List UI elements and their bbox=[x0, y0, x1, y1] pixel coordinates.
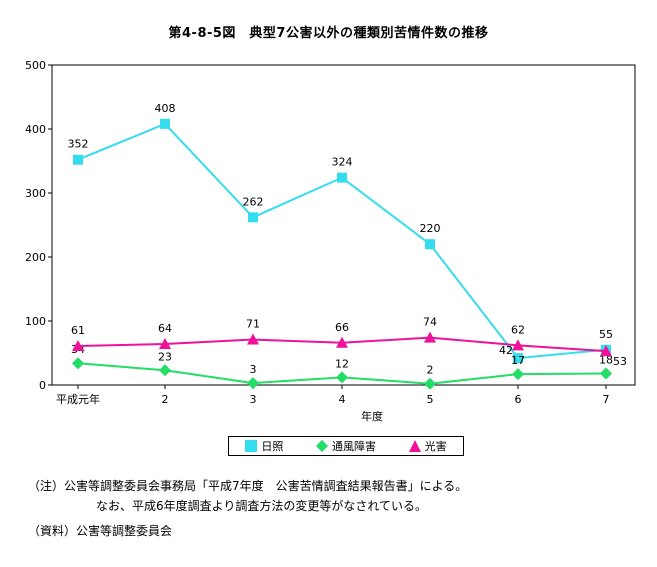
data-label-1-6: 18 bbox=[599, 353, 613, 366]
data-label-1-5: 17 bbox=[511, 354, 525, 367]
note-source: （注）公害等調整委員会事務局「平成7年度 公害苦情調査結果報告書」による。 bbox=[28, 479, 468, 493]
x-tick-label-0: 平成元年 bbox=[56, 392, 100, 406]
y-tick-label-4: 400 bbox=[25, 123, 46, 136]
x-tick-label-5: 6 bbox=[515, 393, 522, 406]
data-label-0-3: 324 bbox=[332, 156, 353, 169]
legend-marker-diamond bbox=[315, 440, 328, 452]
point-0-5 bbox=[513, 353, 523, 364]
y-tick-label-0: 0 bbox=[39, 379, 46, 392]
point-1-6 bbox=[600, 367, 612, 380]
y-tick-label-1: 100 bbox=[25, 315, 46, 328]
legend-item-0: 日照 bbox=[245, 438, 283, 454]
y-tick-label-3: 300 bbox=[25, 187, 46, 200]
data-label-2-4: 74 bbox=[423, 316, 437, 329]
note-method-change: なお、平成6年度調査より調査方法の変更等がなされている。 bbox=[96, 499, 428, 513]
data-label-2-1: 64 bbox=[158, 322, 172, 335]
data-label-0-2: 262 bbox=[243, 195, 264, 208]
legend: 日照 通風障害 光害 bbox=[228, 436, 464, 456]
data-label-1-4: 2 bbox=[427, 364, 434, 377]
legend-label-2: 光害 bbox=[424, 440, 447, 453]
data-label-1-3: 12 bbox=[335, 357, 349, 370]
x-tick-label-6: 7 bbox=[603, 393, 610, 406]
point-0-3 bbox=[337, 172, 347, 183]
data-label-2-2: 71 bbox=[246, 318, 260, 331]
point-1-1 bbox=[159, 364, 171, 377]
y-tick-label-5: 500 bbox=[25, 59, 46, 72]
data-label-1-1: 23 bbox=[158, 350, 172, 363]
data-label-0-0: 352 bbox=[68, 138, 89, 151]
point-1-0 bbox=[72, 357, 84, 370]
point-2-6 bbox=[600, 345, 612, 357]
data-label-2-0: 61 bbox=[71, 324, 85, 337]
point-1-5 bbox=[512, 368, 524, 381]
note-data-source: （資料）公害等調整委員会 bbox=[28, 524, 173, 538]
legend-label-1: 通風障害 bbox=[331, 440, 376, 453]
x-tick-label-2: 3 bbox=[250, 393, 257, 406]
point-2-3 bbox=[336, 336, 348, 348]
point-2-4 bbox=[424, 331, 436, 343]
x-axis-title: 年度 bbox=[361, 409, 383, 423]
point-0-0 bbox=[73, 154, 83, 165]
data-label-2-6: 53 bbox=[613, 355, 627, 368]
legend-marker-triangle bbox=[408, 440, 421, 452]
y-tick-label-2: 200 bbox=[25, 251, 46, 264]
data-label-0-6: 55 bbox=[599, 328, 613, 341]
data-label-0-1: 408 bbox=[155, 102, 176, 115]
x-tick-label-1: 2 bbox=[162, 393, 169, 406]
legend-item-1: 通風障害 bbox=[315, 438, 376, 454]
legend-label-0: 日照 bbox=[261, 440, 284, 453]
point-2-1 bbox=[159, 338, 171, 350]
data-label-2-5: 62 bbox=[511, 323, 525, 336]
point-0-1 bbox=[160, 118, 170, 129]
x-tick-label-4: 5 bbox=[427, 393, 434, 406]
plot-frame bbox=[51, 64, 636, 386]
point-0-2 bbox=[248, 212, 258, 223]
data-label-0-4: 220 bbox=[420, 222, 441, 235]
point-0-4 bbox=[425, 239, 435, 250]
point-2-2 bbox=[247, 333, 259, 345]
point-1-4 bbox=[424, 377, 436, 390]
point-2-5 bbox=[512, 339, 524, 351]
data-label-2-3: 66 bbox=[335, 321, 349, 334]
chart-title: 第4-8-5図 典型7公害以外の種類別苦情件数の推移 bbox=[168, 26, 489, 41]
point-1-3 bbox=[336, 371, 348, 384]
legend-marker-square bbox=[245, 440, 258, 452]
legend-item-2: 光害 bbox=[408, 438, 447, 454]
point-2-0 bbox=[72, 339, 84, 351]
data-label-0-5: 42 bbox=[499, 344, 513, 357]
x-tick-label-3: 4 bbox=[339, 393, 346, 406]
data-label-1-2: 3 bbox=[250, 363, 257, 376]
point-1-2 bbox=[247, 377, 259, 390]
